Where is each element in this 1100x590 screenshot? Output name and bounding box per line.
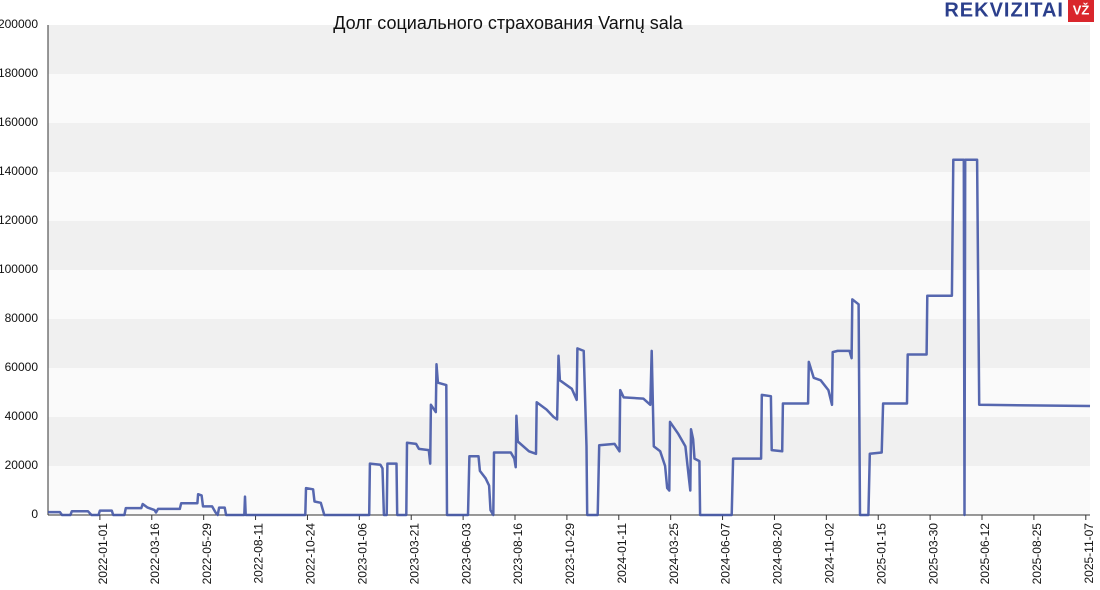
data-line [48, 158, 1091, 517]
x-tick-label: 2025-08-25 [1030, 523, 1044, 585]
grid-band [48, 417, 1090, 466]
x-tick-label: 2023-10-29 [563, 523, 577, 585]
y-tick-label: 140000 [0, 164, 38, 178]
grid-band [48, 74, 1090, 123]
x-tick-label: 2025-03-30 [926, 523, 940, 585]
grid-band [48, 319, 1090, 368]
x-tick-label: 2023-06-03 [459, 523, 473, 585]
x-tick-label: 2022-10-24 [304, 523, 318, 585]
grid-band [48, 123, 1090, 172]
x-tick-label: 2024-11-02 [823, 523, 837, 584]
grid-band [48, 25, 1090, 74]
y-tick-label: 120000 [0, 213, 38, 227]
x-tick-label: 2025-11-07 [1082, 523, 1096, 584]
y-tick-label: 0 [31, 507, 38, 521]
logo-name: REKVIZITAI [944, 0, 1064, 21]
y-tick-label: 80000 [5, 311, 39, 325]
y-tick-label: 20000 [5, 458, 39, 472]
x-tick-label: 2023-03-21 [407, 523, 421, 585]
x-tick-label: 2022-08-11 [252, 523, 266, 584]
x-tick-label: 2023-08-16 [511, 523, 525, 585]
x-tick-label: 2024-03-25 [667, 523, 681, 585]
y-tick-label: 200000 [0, 17, 38, 31]
y-tick-label: 40000 [5, 409, 39, 423]
x-tick-label: 2025-01-15 [874, 523, 888, 585]
grid-band [48, 368, 1090, 417]
x-tick-label: 2024-01-11 [615, 523, 629, 584]
grid-band [48, 172, 1090, 221]
x-tick-label: 2022-03-16 [148, 523, 162, 585]
grid-band [48, 270, 1090, 319]
x-tick-label: 2023-01-06 [356, 523, 370, 585]
y-tick-label: 180000 [0, 66, 38, 80]
logo-badge-box [1068, 0, 1094, 22]
chart-title: Долг социального страхования Varnų sala [333, 13, 684, 33]
grid-band [48, 221, 1090, 270]
x-tick-label: 2024-08-20 [771, 523, 785, 585]
logo-badge: VŽ [1073, 2, 1090, 17]
y-tick-label: 60000 [5, 360, 39, 374]
x-tick-label: 2024-06-07 [719, 523, 733, 585]
y-tick-label: 160000 [0, 115, 38, 129]
x-tick-label: 2025-06-12 [978, 523, 992, 585]
x-tick-label: 2022-05-29 [200, 523, 214, 585]
y-tick-label: 100000 [0, 262, 38, 276]
x-tick-label: 2022-01-01 [96, 523, 110, 585]
